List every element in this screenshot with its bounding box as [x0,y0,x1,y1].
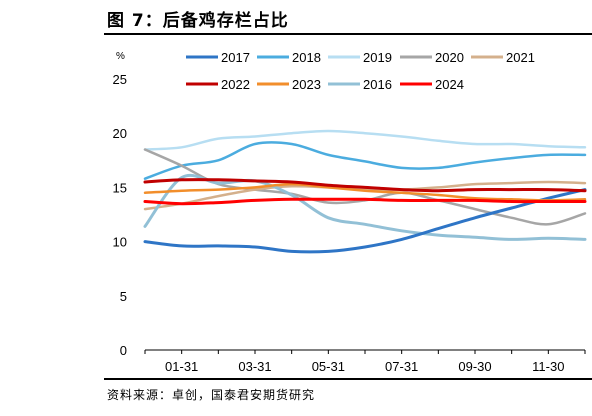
y-axis: 0 5 10 15 20 25 [113,72,127,358]
legend-label-2024: 2024 [435,77,464,92]
figure-title: 图 7：后备鸡存栏占比 [107,11,289,31]
legend-label-2016: 2016 [363,77,392,92]
y-tick-label: 15 [113,180,127,195]
legend-label-2019: 2019 [363,50,392,65]
y-tick-label: 0 [120,343,127,358]
legend-label-2023: 2023 [292,77,321,92]
source-note: 资料来源：卓创，国泰君安期货研究 [107,388,316,402]
x-axis: 01-31 03-31 05-31 07-31 09-30 11-30 [144,349,586,374]
y-unit-label: % [116,51,125,62]
y-tick-label: 5 [120,289,127,304]
series-line-2017 [143,188,587,254]
y-tick-label: 20 [113,126,127,141]
series-line-2023 [143,182,587,202]
legend-label-2020: 2020 [435,50,464,65]
x-tick-label: 03-31 [238,359,271,374]
x-tick-label: 07-31 [385,359,418,374]
legend-label-2021: 2021 [506,50,535,65]
series-line-2024 [143,197,587,206]
legend: 2017 2018 2019 2020 2021 2022 2023 2016 2024 [186,50,535,92]
x-tick-label: 01-31 [165,359,198,374]
series-line-2018 [143,141,587,180]
y-tick-label: 10 [113,235,127,250]
x-tick-label: 11-30 [532,359,564,374]
series-line-2022 [143,178,587,193]
legend-label-2018: 2018 [292,50,321,65]
y-tick-label: 25 [113,72,127,87]
legend-label-2022: 2022 [221,77,250,92]
x-tick-label: 09-30 [458,359,491,374]
source-rule [104,378,592,380]
legend-label-2017: 2017 [221,50,250,65]
title-rule [104,33,592,35]
series-line-2016 [143,173,587,241]
x-tick-label: 05-31 [312,359,345,374]
series-line-2019 [143,129,587,151]
series-layer [143,129,587,254]
